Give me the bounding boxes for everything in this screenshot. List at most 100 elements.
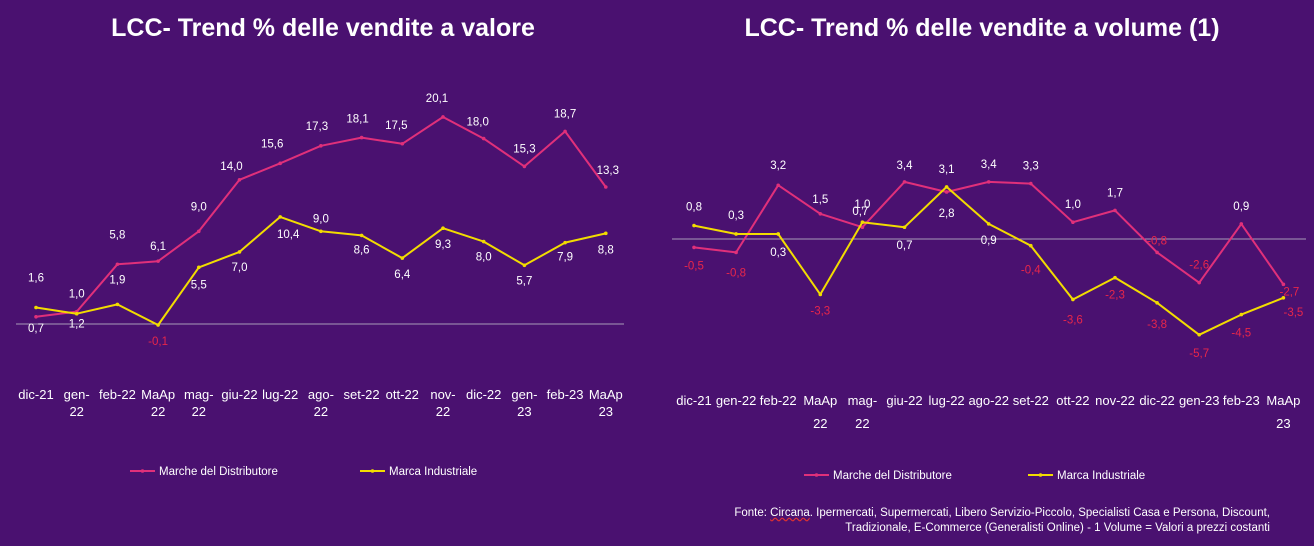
category-label-line: 22 [151, 404, 165, 419]
data-label-private-label-0: 0,7 [28, 323, 44, 335]
category-label-5: giu-22 [886, 393, 922, 408]
data-point-private-label-5 [902, 180, 907, 184]
data-point-industrial-9 [1071, 297, 1075, 302]
data-label-private-label-8: 18,1 [346, 114, 368, 126]
data-point-industrial-5 [902, 225, 907, 230]
data-label-private-label-2: 5,8 [109, 229, 125, 241]
category-label-1: gen-22 [716, 393, 756, 408]
data-point-private-label-4 [197, 229, 201, 234]
data-label-industrial-2: 0,3 [770, 247, 786, 259]
data-label-industrial-5: 7,0 [232, 262, 248, 274]
data-point-industrial-3 [156, 323, 160, 327]
data-point-private-label-12 [1197, 280, 1201, 285]
category-label-10: nov-22 [1095, 393, 1135, 408]
data-point-private-label-13 [1239, 222, 1244, 226]
data-point-private-label-0 [34, 314, 38, 319]
category-label-line: 22 [855, 416, 869, 431]
category-label-line: 23 [1276, 416, 1290, 431]
category-label-line: MaAp [589, 387, 623, 402]
category-label-2: feb-22 [760, 393, 797, 408]
category-label-line: giu-22 [886, 393, 922, 408]
category-label-line: 22 [314, 404, 328, 419]
data-label-private-label-7: 17,3 [306, 121, 328, 133]
category-label-line: 23 [517, 404, 531, 419]
category-label-line: dic-22 [466, 387, 501, 402]
data-point-industrial-8 [359, 233, 364, 238]
data-label-industrial-4: 1,0 [854, 199, 870, 211]
data-point-private-label-7 [986, 180, 991, 184]
data-point-industrial-0 [34, 305, 38, 310]
category-label-9: ott-22 [1056, 393, 1089, 408]
legend-label-industrial: Marca Industriale [1057, 470, 1145, 482]
data-label-industrial-7: 9,0 [313, 213, 329, 225]
data-point-industrial-3 [818, 292, 823, 297]
category-label-line: feb-23 [547, 387, 584, 402]
data-label-industrial-8: -0,4 [1021, 265, 1041, 277]
category-label-line: set-22 [1013, 393, 1049, 408]
category-label-line: gen-22 [716, 393, 756, 408]
data-label-private-label-13: 18,7 [554, 108, 576, 120]
category-label-0: dic-21 [676, 393, 711, 408]
data-point-industrial-13 [563, 240, 567, 245]
data-label-industrial-12: -5,7 [1189, 348, 1209, 360]
category-label-line: nov-22 [1095, 393, 1135, 408]
category-label-13: feb-23 [547, 387, 584, 402]
data-label-private-label-13: 0,9 [1233, 201, 1249, 213]
category-label-line: mag- [848, 393, 878, 408]
category-label-line: ott-22 [386, 387, 419, 402]
category-label-3: MaAp 22 [803, 393, 837, 431]
data-label-private-label-8: 3,3 [1023, 161, 1039, 173]
data-label-private-label-2: 3,2 [770, 160, 786, 172]
data-label-industrial-7: 0,9 [981, 235, 997, 247]
category-label-12: gen- 23 [511, 387, 537, 419]
category-label-14: MaAp 23 [589, 387, 623, 419]
data-label-private-label-5: 3,4 [897, 160, 914, 172]
data-point-private-label-14 [1281, 282, 1286, 287]
category-label-line: gen-23 [1179, 393, 1219, 408]
category-label-line: MaAp [803, 393, 837, 408]
data-point-private-label-3 [156, 259, 160, 263]
category-label-13: feb-23 [1223, 393, 1260, 408]
category-label-line: feb-23 [1223, 393, 1260, 408]
data-point-industrial-10 [1113, 275, 1117, 280]
data-point-private-label-11 [481, 136, 486, 141]
category-label-2: feb-22 [99, 387, 136, 402]
chart-title-volume: LCC- Trend % delle vendite a volume (1) [744, 14, 1220, 42]
value-trend-chart: 0,7 1,2 5,8 6,1 9,0 14,0 15,6 17,3 18,1 17,5 20,1 1… [16, 93, 624, 478]
category-label-line: dic-21 [18, 387, 53, 402]
category-label-4: mag- 22 [184, 387, 214, 419]
category-label-line: gen- [511, 387, 537, 402]
data-label-industrial-9: -3,6 [1063, 314, 1083, 326]
category-label-line: lug-22 [929, 393, 965, 408]
data-label-industrial-3: -3,3 [810, 305, 830, 317]
data-point-private-label-13 [563, 129, 567, 134]
data-point-private-label-9 [400, 141, 405, 146]
data-point-industrial-12 [522, 263, 527, 268]
data-label-industrial-3: -0,1 [148, 336, 168, 348]
category-label-line: dic-22 [1139, 393, 1174, 408]
legend-marker [370, 469, 375, 473]
data-point-private-label-14 [604, 185, 608, 189]
legend-marker [140, 469, 145, 473]
category-label-line: set-22 [344, 387, 380, 402]
chart-title-value: LCC- Trend % delle vendite a valore [111, 14, 535, 42]
source-line1: . Ipermercati, Supermercati, Libero Serv… [809, 507, 1270, 519]
data-point-industrial-1 [74, 311, 79, 316]
category-label-line: 22 [69, 404, 83, 419]
data-point-private-label-1 [734, 250, 738, 255]
data-point-private-label-10 [1113, 208, 1117, 213]
data-label-industrial-5: 0,7 [897, 240, 913, 252]
data-label-private-label-3: 1,5 [812, 194, 828, 206]
data-point-industrial-1 [734, 232, 738, 236]
data-point-private-label-9 [1071, 220, 1075, 224]
category-label-11: dic-22 [1139, 393, 1174, 408]
data-label-industrial-6: 10,4 [277, 229, 300, 241]
data-label-private-label-10: 20,1 [426, 93, 448, 105]
legend-marker [814, 473, 819, 477]
category-label-0: dic-21 [18, 387, 53, 402]
data-label-industrial-13: 7,9 [557, 252, 573, 264]
data-label-private-label-14: -2,7 [1279, 286, 1299, 298]
category-label-line: feb-22 [99, 387, 136, 402]
category-label-line: MaAp [1266, 393, 1300, 408]
